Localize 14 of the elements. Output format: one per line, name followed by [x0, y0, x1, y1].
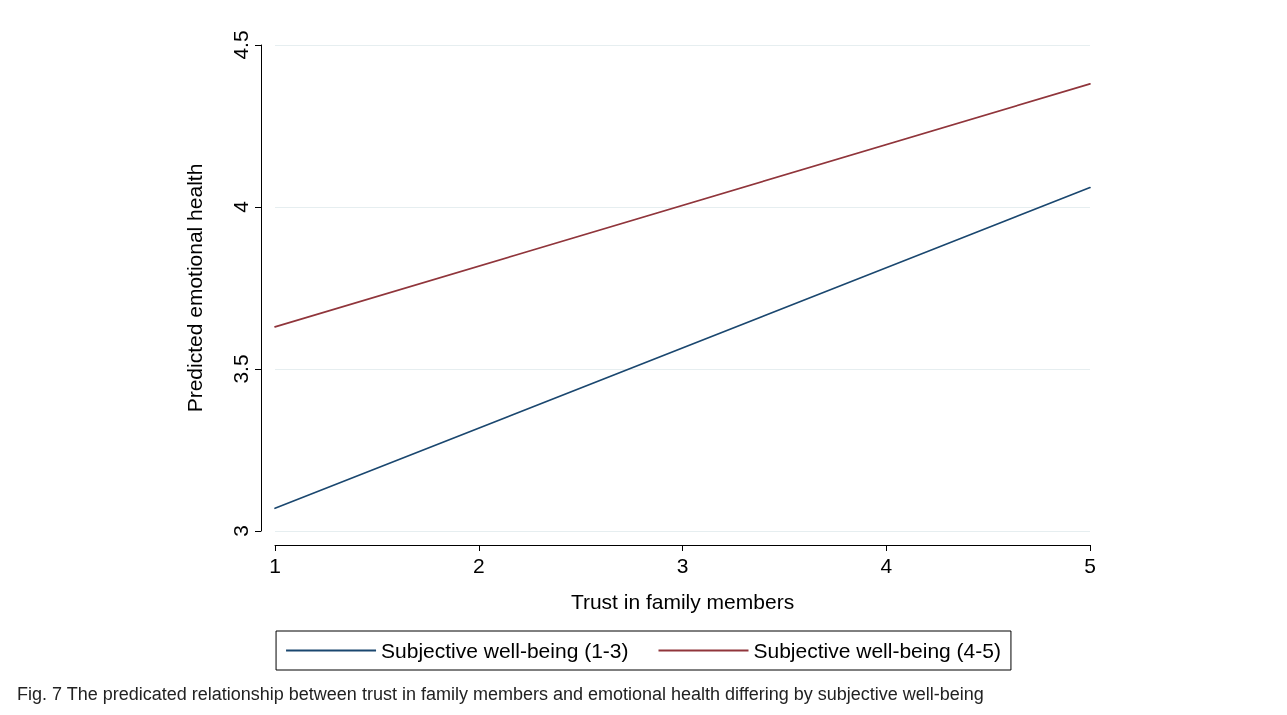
legend-label: Subjective well-being (4-5) — [753, 639, 1001, 662]
legend-label: Subjective well-being (1-3) — [381, 639, 629, 662]
y-tick-label: 3 — [229, 525, 252, 537]
y-tick-label: 3.5 — [229, 354, 252, 384]
y-axis-title: Predicted emotional health — [183, 163, 206, 413]
x-tick-label: 5 — [1084, 554, 1096, 577]
caption: Fig. 7 The predicated relationship between trust in family members and emotional health differing by subjective well-being — [17, 684, 984, 704]
y-tick-label: 4 — [229, 200, 252, 213]
x-tick-label: 3 — [676, 554, 689, 577]
x-tick-label: 1 — [269, 554, 281, 577]
x-axis-title: Trust in family members — [570, 590, 795, 613]
x-tick-label: 4 — [880, 554, 893, 577]
x-tick-label: 2 — [472, 554, 485, 577]
y-tick-label: 4.5 — [229, 30, 252, 60]
